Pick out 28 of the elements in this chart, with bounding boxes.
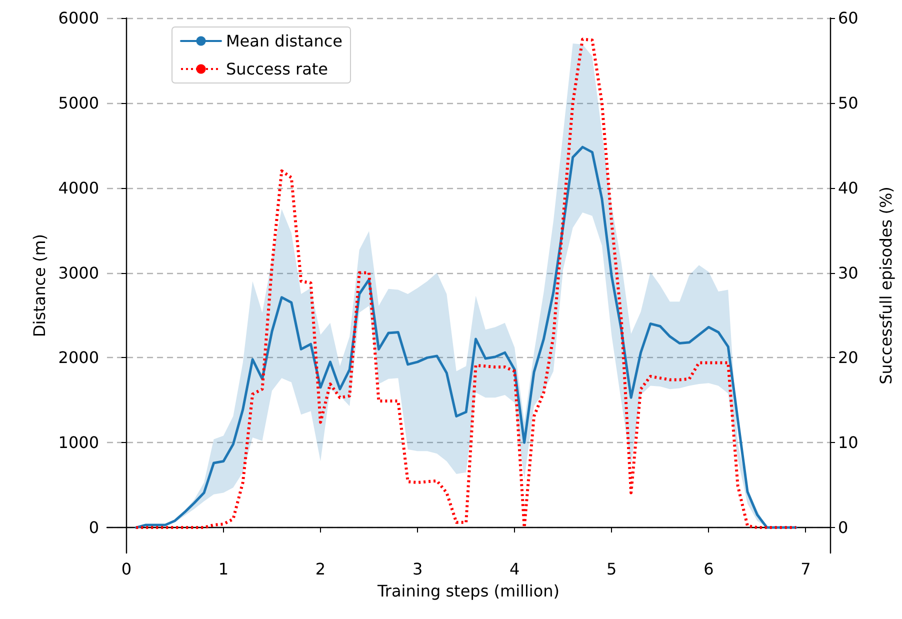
y-axis-title: Distance (m) xyxy=(30,234,49,338)
y-tick-label: 4000 xyxy=(58,178,99,198)
y-tick-label: 1000 xyxy=(58,433,99,452)
y2-tick-label: 20 xyxy=(838,348,858,368)
x-axis-title: Training steps (million) xyxy=(376,582,560,600)
y-tick-label: 5000 xyxy=(58,93,99,112)
y2-tick-label: 0 xyxy=(838,518,848,538)
x-tick-label: 5 xyxy=(606,560,617,578)
legend-label: Mean distance xyxy=(226,32,342,50)
y2-tick-label: 60 xyxy=(838,8,858,28)
x-tick-label: 4 xyxy=(510,560,520,578)
y2-tick-label: 50 xyxy=(838,93,858,112)
y2-tick-label: 30 xyxy=(838,263,858,282)
y2-axis-title: Successfull episodes (%) xyxy=(876,186,896,384)
x-tick-label: 1 xyxy=(218,560,229,578)
x-tick-label: 2 xyxy=(315,560,326,578)
x-tick-label: 6 xyxy=(704,560,714,578)
y2-tick-label: 10 xyxy=(838,433,858,452)
y-tick-label: 0 xyxy=(88,518,99,538)
x-tick-label: 7 xyxy=(800,560,811,578)
y2-tick-label: 40 xyxy=(838,178,858,198)
y-tick-label: 2000 xyxy=(58,348,99,368)
x-tick-label: 0 xyxy=(121,560,132,578)
y-tick-label: 3000 xyxy=(58,263,99,282)
line-series xyxy=(134,146,798,529)
x-tick-label: 3 xyxy=(412,560,423,578)
y-tick-label: 6000 xyxy=(58,8,99,28)
legend-label: Success rate xyxy=(226,60,328,78)
